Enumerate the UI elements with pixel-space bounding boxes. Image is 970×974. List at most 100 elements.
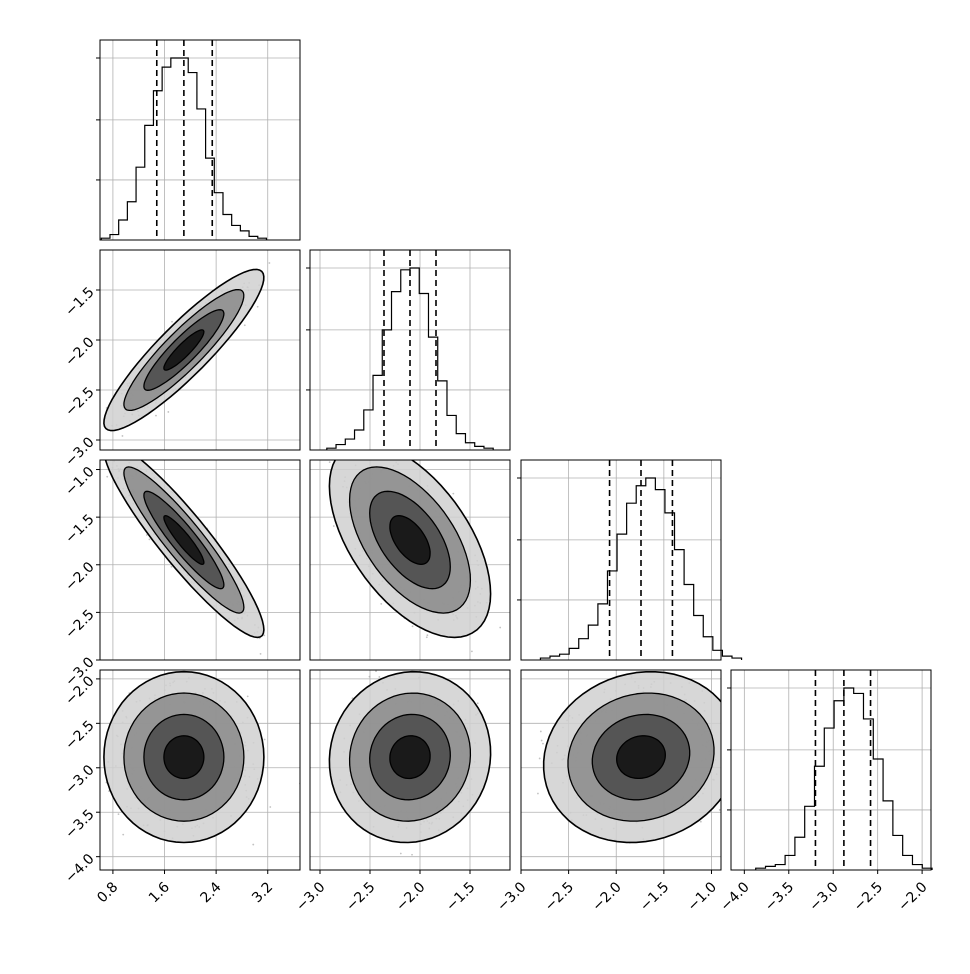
scatter-point — [112, 453, 114, 455]
contour-level-0 — [163, 735, 205, 780]
x-tick-label: 2.4 — [198, 879, 225, 906]
scatter-point — [101, 431, 103, 433]
scatter-point — [343, 453, 345, 455]
panel-border — [99, 669, 301, 871]
y-tick-label: −2.0 — [62, 334, 97, 369]
contour-level-0 — [163, 514, 205, 566]
scatter-point — [352, 443, 354, 445]
x-tick-label: −4.0 — [717, 879, 752, 914]
scatter-point — [81, 423, 83, 425]
x-tick-label: −3.0 — [293, 879, 328, 914]
y-tick-label: −2.5 — [62, 607, 97, 642]
scatter-point — [131, 456, 133, 458]
scatter-point — [371, 453, 373, 455]
panel-content — [103, 262, 271, 437]
scatter-point — [425, 636, 428, 639]
panel-content — [328, 670, 492, 856]
y-tick-label: −4.0 — [62, 851, 97, 886]
scatter-point — [117, 441, 119, 443]
scatter-point — [540, 739, 543, 742]
scatter-point — [699, 820, 702, 823]
scatter-point — [367, 457, 369, 459]
scatter-point — [369, 455, 371, 457]
scatter-point — [470, 650, 473, 653]
scatter-point — [263, 738, 266, 741]
scatter-panel-0-3 — [99, 661, 301, 871]
panel-border — [520, 669, 722, 871]
x-tick-label: −2.5 — [851, 879, 886, 914]
scatter-point — [539, 730, 542, 733]
scatter-point — [269, 806, 272, 808]
scatter-point — [368, 675, 371, 678]
scatter-point — [378, 676, 381, 678]
scatter-point — [102, 443, 104, 445]
contour-level-0 — [616, 735, 666, 780]
scatter-point — [476, 702, 479, 705]
panel-border — [99, 249, 301, 451]
contour-level-0 — [389, 514, 431, 566]
scatter-point — [411, 625, 414, 628]
panel-content — [81, 423, 266, 655]
scatter-point — [167, 411, 170, 413]
scatter-point — [172, 661, 174, 663]
x-tick-label: 3.2 — [249, 879, 276, 906]
scatter-point — [332, 525, 335, 527]
histogram-panel-0 — [96, 39, 301, 241]
y-tick-label: −1.0 — [62, 464, 97, 499]
panel-content — [537, 658, 760, 844]
histogram-panel-3 — [727, 669, 933, 871]
scatter-point — [122, 833, 125, 836]
scatter-panel-1-2 — [309, 443, 511, 661]
scatter-point — [256, 305, 259, 308]
scatter-point — [537, 792, 539, 795]
scatter-point — [375, 670, 377, 673]
y-tick-label: −1.5 — [62, 511, 97, 546]
x-tick-label: −2.0 — [895, 879, 930, 914]
scatter-point — [538, 757, 541, 760]
scatter-point — [121, 435, 124, 437]
x-tick-label: −1.0 — [685, 879, 720, 914]
scatter-point — [155, 414, 157, 417]
x-tick-label: −3.0 — [494, 879, 529, 914]
scatter-point — [259, 652, 262, 655]
scatter-point — [355, 452, 357, 454]
scatter-point — [411, 853, 413, 856]
scatter-point — [351, 697, 354, 700]
scatter-point — [148, 538, 151, 541]
scatter-point — [426, 634, 429, 637]
panel-border — [730, 669, 932, 871]
scatter-point — [399, 852, 402, 855]
x-tick-label: −1.5 — [637, 879, 672, 914]
scatter-point — [328, 461, 331, 464]
scatter-point — [452, 492, 455, 495]
x-tick-label: −2.0 — [393, 879, 428, 914]
contour-level-0 — [389, 735, 431, 780]
scatter-point — [117, 813, 120, 816]
panel-content — [103, 661, 300, 846]
scatter-point — [680, 658, 682, 660]
histogram-step-0 — [100, 57, 268, 240]
scatter-point — [542, 742, 544, 745]
histogram-panel-2 — [517, 459, 743, 661]
panel-border — [309, 459, 511, 661]
contour-level-0 — [163, 329, 205, 371]
scatter-point — [171, 320, 173, 323]
scatter-point — [246, 695, 249, 698]
x-tick-label: −2.0 — [589, 879, 624, 914]
scatter-point — [145, 534, 148, 536]
scatter-panel-1-3 — [309, 669, 511, 871]
scatter-point — [380, 602, 383, 605]
scatter-point — [252, 843, 255, 846]
scatter-point — [721, 756, 723, 758]
scatter-point — [263, 634, 266, 637]
scatter-point — [758, 743, 760, 745]
y-tick-label: −2.5 — [62, 384, 97, 419]
scatter-point — [758, 736, 760, 738]
x-tick-label: −3.5 — [762, 879, 797, 914]
panel-border — [99, 459, 301, 661]
x-tick-label: −3.0 — [806, 879, 841, 914]
scatter-point — [243, 324, 246, 327]
panel-border — [520, 459, 722, 661]
